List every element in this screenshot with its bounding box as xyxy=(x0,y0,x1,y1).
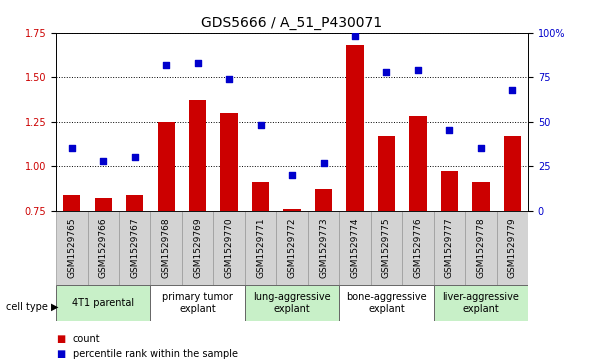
Point xyxy=(445,128,454,134)
Bar xyxy=(409,116,427,344)
Bar xyxy=(346,45,363,344)
Bar xyxy=(434,211,465,285)
Text: GSM1529771: GSM1529771 xyxy=(256,217,265,278)
Bar xyxy=(378,136,395,344)
Bar xyxy=(56,285,150,321)
Text: GSM1529777: GSM1529777 xyxy=(445,217,454,278)
Point xyxy=(413,67,422,73)
Bar xyxy=(465,211,497,285)
Text: GSM1529779: GSM1529779 xyxy=(508,217,517,278)
Text: lung-aggressive
explant: lung-aggressive explant xyxy=(253,292,331,314)
Text: primary tumor
explant: primary tumor explant xyxy=(162,292,233,314)
Bar xyxy=(371,211,402,285)
Text: liver-aggressive
explant: liver-aggressive explant xyxy=(442,292,519,314)
Text: ■: ■ xyxy=(56,334,65,344)
Text: GSM1529773: GSM1529773 xyxy=(319,217,328,278)
Text: cell type ▶: cell type ▶ xyxy=(6,302,58,312)
Point xyxy=(162,62,171,68)
Bar xyxy=(402,211,434,285)
Bar xyxy=(339,211,371,285)
Point xyxy=(67,145,77,151)
Text: GSM1529765: GSM1529765 xyxy=(67,217,76,278)
Bar xyxy=(308,211,339,285)
Bar xyxy=(214,211,245,285)
Point xyxy=(99,158,108,164)
Bar xyxy=(87,211,119,285)
Text: percentile rank within the sample: percentile rank within the sample xyxy=(73,349,238,359)
Text: GSM1529766: GSM1529766 xyxy=(99,217,108,278)
Text: GSM1529774: GSM1529774 xyxy=(350,217,359,278)
Bar xyxy=(283,209,301,344)
Bar xyxy=(504,136,521,344)
Text: count: count xyxy=(73,334,100,344)
Point xyxy=(130,154,139,160)
Text: GSM1529768: GSM1529768 xyxy=(162,217,171,278)
Point xyxy=(319,160,328,166)
Point xyxy=(382,69,391,75)
Bar xyxy=(245,285,339,321)
Text: bone-aggressive
explant: bone-aggressive explant xyxy=(346,292,427,314)
Bar xyxy=(315,189,332,344)
Bar xyxy=(441,171,458,344)
Point xyxy=(476,145,486,151)
Bar xyxy=(434,285,528,321)
Bar xyxy=(221,113,238,344)
Text: ■: ■ xyxy=(56,349,65,359)
Bar xyxy=(56,211,87,285)
Title: GDS5666 / A_51_P430071: GDS5666 / A_51_P430071 xyxy=(202,16,382,30)
Point xyxy=(507,87,517,93)
Bar xyxy=(150,285,245,321)
Point xyxy=(224,76,234,82)
Text: GSM1529776: GSM1529776 xyxy=(414,217,422,278)
Bar xyxy=(150,211,182,285)
Point xyxy=(256,122,266,128)
Bar xyxy=(189,100,206,344)
Bar xyxy=(158,122,175,344)
Bar xyxy=(276,211,308,285)
Point xyxy=(287,172,297,178)
Point xyxy=(350,33,360,39)
Text: GSM1529775: GSM1529775 xyxy=(382,217,391,278)
Bar xyxy=(126,195,143,344)
Bar xyxy=(245,211,276,285)
Text: GSM1529770: GSM1529770 xyxy=(225,217,234,278)
Bar xyxy=(252,182,269,344)
Bar xyxy=(497,211,528,285)
Text: GSM1529769: GSM1529769 xyxy=(193,217,202,278)
Text: GSM1529772: GSM1529772 xyxy=(287,217,297,278)
Point xyxy=(193,60,202,66)
Bar xyxy=(119,211,150,285)
Text: 4T1 parental: 4T1 parental xyxy=(72,298,135,308)
Bar xyxy=(63,195,80,344)
Text: GSM1529767: GSM1529767 xyxy=(130,217,139,278)
Bar xyxy=(182,211,214,285)
Bar xyxy=(339,285,434,321)
Bar xyxy=(472,182,490,344)
Bar xyxy=(94,198,112,344)
Text: GSM1529778: GSM1529778 xyxy=(476,217,486,278)
